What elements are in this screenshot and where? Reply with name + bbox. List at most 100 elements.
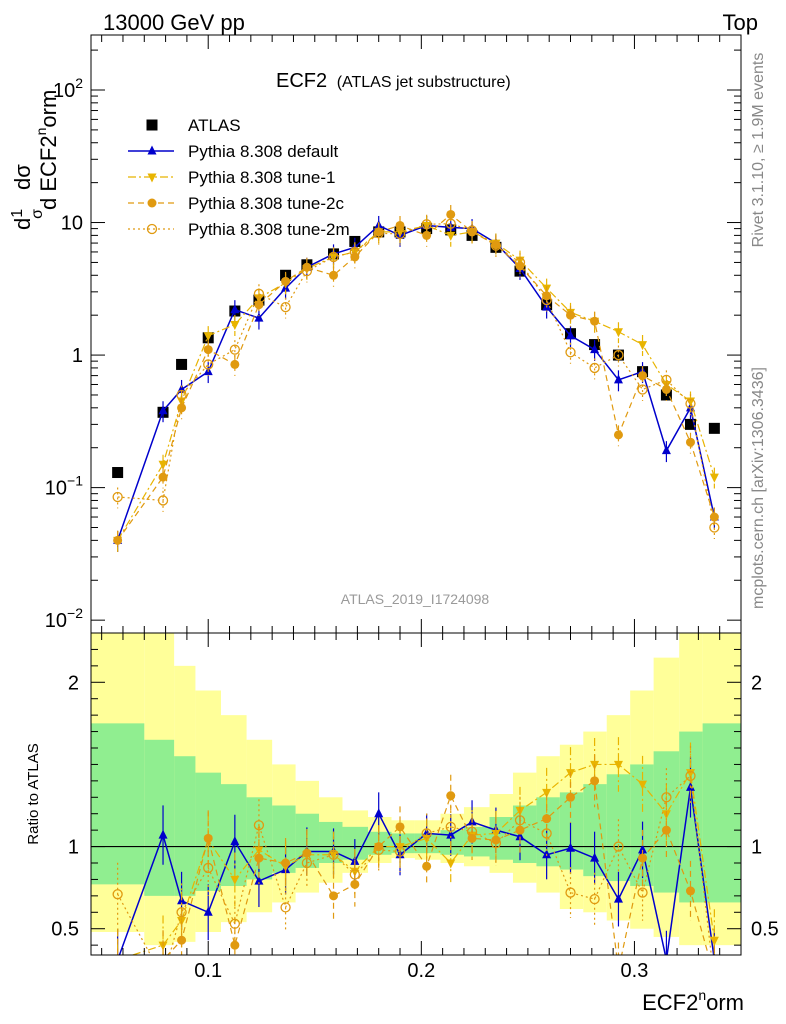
data-point — [566, 330, 576, 340]
data-point — [637, 384, 648, 395]
y-tick-label: 10−1 — [45, 473, 83, 500]
ratio-point — [328, 849, 339, 860]
main-ylabel: d1 σ dσ d ECF2norm — [9, 90, 61, 230]
ratio-point — [566, 842, 576, 852]
y-tick-label: 10 — [61, 213, 83, 235]
data-point — [590, 316, 600, 326]
data-point — [176, 389, 187, 401]
data-point — [466, 225, 478, 236]
data-point — [541, 294, 552, 306]
ratio-point — [710, 972, 719, 981]
ratio-y-tick-label-right: 2 — [751, 672, 762, 694]
series-line-2 — [117, 224, 715, 541]
data-point — [329, 270, 339, 280]
mcplots-label: mcplots.cern.ch [arXiv:1306.3436] — [750, 367, 767, 609]
header-right: Top — [723, 10, 758, 35]
ratio-point — [661, 825, 671, 835]
ratio-point — [638, 780, 648, 790]
data-point — [281, 276, 291, 286]
ratio-point — [491, 829, 501, 839]
data-point — [565, 347, 576, 358]
data-point — [515, 261, 525, 271]
ratio-point — [230, 940, 240, 950]
ratio-point — [280, 902, 291, 913]
data-point — [685, 437, 695, 447]
data-point — [230, 359, 240, 369]
y-tick-label: 102 — [53, 75, 83, 102]
green-band-bin — [272, 805, 296, 873]
data-point — [661, 384, 671, 394]
x-axis-label: ECF2norm — [642, 987, 744, 1015]
ratio-point — [542, 849, 552, 859]
data-point — [638, 341, 648, 351]
ratio-point — [638, 853, 648, 863]
axes: 10−2 10−1 1 10 102 0.1 0.2 0.3 0.5 0.5 1 1 2 2 — [45, 34, 779, 982]
ratio-point — [113, 955, 122, 964]
ratio-point — [566, 792, 576, 802]
data-point — [661, 445, 671, 455]
ratio-y-tick-label: 0.5 — [51, 919, 79, 941]
ratio-point — [466, 826, 478, 837]
green-band-bin — [559, 792, 584, 870]
legend-marker — [147, 145, 157, 155]
green-band-bin — [221, 784, 247, 886]
x-tick-label: 0.2 — [407, 960, 435, 982]
data-point — [113, 535, 123, 545]
ratio-y-tick-label-right: 0.5 — [751, 919, 779, 941]
data-point — [349, 246, 360, 258]
data-point — [613, 349, 624, 361]
data-point — [328, 251, 339, 263]
ratio-point — [589, 893, 600, 905]
data-point — [613, 374, 623, 384]
ratio-point — [230, 836, 240, 846]
green-band-bin — [144, 739, 175, 896]
ratio-point — [514, 815, 526, 826]
ratio-point — [230, 875, 240, 885]
ratio-point — [350, 879, 360, 889]
ratio-point — [710, 977, 719, 986]
green-band-bin — [174, 756, 196, 896]
legend-marker — [146, 223, 158, 235]
series-line-4 — [117, 223, 715, 528]
data-point — [421, 219, 432, 230]
ratio-point — [117, 954, 118, 955]
ratio-point — [395, 822, 405, 832]
data-point — [230, 304, 240, 314]
ratio-point — [254, 853, 264, 863]
legend-label: Pythia 8.308 tune-2c — [188, 194, 344, 213]
legend-marker — [147, 173, 157, 183]
data-point — [203, 359, 214, 370]
legend-label: Pythia 8.308 default — [188, 142, 339, 161]
ratio-point — [203, 833, 213, 843]
y-tick-label: 10−2 — [45, 605, 83, 632]
ratio-point — [302, 848, 312, 858]
ratio-point — [661, 792, 672, 803]
data-point — [254, 312, 264, 322]
main-plot-panel — [112, 204, 720, 552]
data-point — [590, 344, 600, 354]
header-left: 13000 GeV pp — [103, 10, 245, 35]
legend: ATLAS Pythia 8.308 default Pythia 8.308 tu… — [128, 116, 350, 239]
legend-label: ATLAS — [188, 116, 241, 135]
green-band-bin — [630, 764, 654, 886]
ratio-y-tick-label-right: 1 — [751, 837, 762, 859]
data-point — [280, 301, 291, 313]
data-point — [112, 467, 124, 479]
ratio-point — [613, 893, 623, 903]
data-point — [661, 374, 672, 386]
green-band-bin — [440, 830, 464, 855]
data-point — [685, 398, 696, 409]
data-point — [709, 473, 719, 483]
ratio-point — [113, 956, 122, 965]
ratio-point — [565, 887, 576, 898]
ratio-point — [685, 886, 695, 896]
series-line-1 — [116, 224, 716, 541]
ratio-y-tick-label: 2 — [68, 672, 79, 694]
data-point — [395, 228, 405, 238]
ratio-point — [112, 889, 123, 900]
legend-label: Pythia 8.308 tune-1 — [188, 168, 335, 187]
ratio-frame — [90, 632, 742, 956]
svg-text:d ECF2norm: d ECF2norm — [33, 90, 61, 210]
ratio-point — [374, 808, 384, 818]
ratio-point — [515, 831, 525, 841]
